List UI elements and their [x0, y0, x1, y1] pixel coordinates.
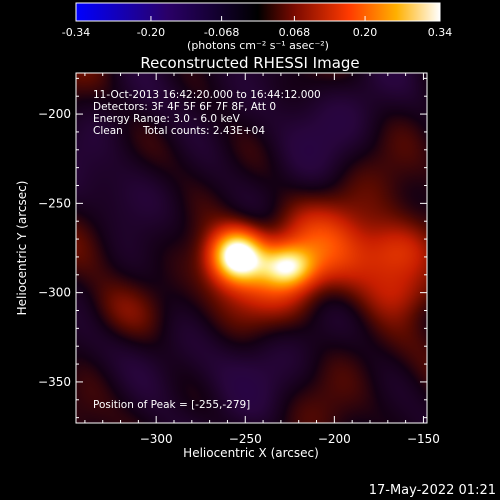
footer-date: 17-May-2022 01:21	[369, 483, 496, 498]
x-axis-ticks: −300 −250 −200 −150	[84, 73, 440, 446]
annotation-total-counts: Total counts: 2.43E+04	[142, 125, 265, 137]
x-tick-label: −300	[140, 432, 173, 446]
colorbar-unit-label: (photons cm⁻² s⁻¹ asec⁻²)	[187, 39, 329, 52]
y-axis-label: Heliocentric Y (arcsec)	[15, 181, 29, 316]
y-tick-label: −200	[38, 107, 71, 121]
colorbar-tick-label: 0.34	[428, 26, 453, 39]
x-axis-label: Heliocentric X (arcsec)	[183, 446, 319, 460]
colorbar-ticks: -0.34 -0.20 -0.068 0.068 0.20 0.34	[62, 16, 452, 39]
annotation-method: Clean	[93, 125, 123, 137]
y-axis-ticks: −200 −250 −300 −350	[38, 77, 427, 419]
annotation-detectors: Detectors: 3F 4F 5F 6F 7F 8F, Att 0	[93, 101, 276, 113]
x-tick-label: −150	[407, 432, 440, 446]
y-tick-label: −250	[38, 196, 71, 210]
heatmap-image	[76, 73, 427, 423]
plot-frame	[75, 72, 428, 424]
colorbar-tick-label: -0.34	[62, 26, 90, 39]
colorbar: -0.34 -0.20 -0.068 0.068 0.20 0.34 (photons c…	[62, 2, 452, 52]
chart-title: Reconstructed RHESSI Image	[140, 54, 359, 72]
colorbar-tick-label: 0.068	[279, 26, 311, 39]
y-tick-label: −300	[38, 286, 71, 300]
colorbar-gradient	[75, 2, 441, 22]
annotations: 11-Oct-2013 16:42:20.000 to 16:44:12.000…	[93, 89, 321, 411]
y-tick-label: −350	[38, 375, 71, 389]
colorbar-tick-label: -0.20	[137, 26, 165, 39]
colorbar-tick-label: -0.068	[204, 26, 239, 39]
annotation-time-range: 11-Oct-2013 16:42:20.000 to 16:44:12.000	[93, 89, 321, 101]
x-tick-label: −250	[229, 432, 262, 446]
x-tick-label: −200	[318, 432, 351, 446]
annotation-energy-range: Energy Range: 3.0 - 6.0 keV	[93, 113, 241, 125]
annotation-peak-position: Position of Peak = [-255,-279]	[93, 399, 250, 411]
colorbar-tick-label: 0.20	[353, 26, 378, 39]
